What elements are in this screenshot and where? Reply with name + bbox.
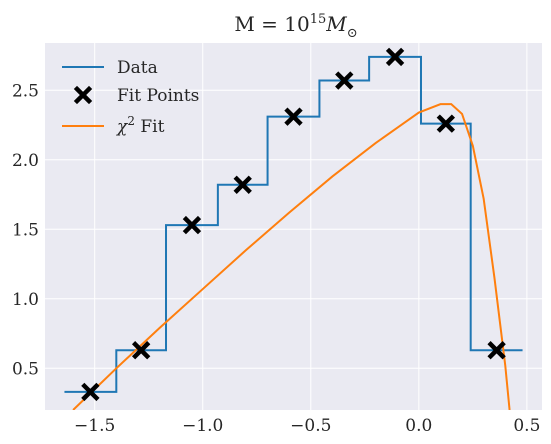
fit-point-marker — [335, 71, 354, 90]
x-tick-label: 0.5 — [513, 416, 540, 436]
y-tick-label: 2.0 — [12, 151, 39, 171]
tick-labels: −1.5 −1.0 −0.5 0.0 0.5 0.5 1.0 1.5 2.0 2.5 — [12, 81, 540, 436]
legend-data-label: Data — [117, 58, 158, 78]
x-tick-label: 0.0 — [405, 416, 432, 436]
legend-chi2-label: χ2 Fit — [116, 114, 165, 137]
title-mass-symbol: M — [325, 12, 347, 36]
title-exponent: 15 — [310, 12, 327, 27]
series-layer — [64, 47, 523, 410]
x-tick-label: −0.5 — [290, 416, 331, 436]
y-tick-label: 0.5 — [12, 359, 39, 379]
legend-fit-points-label: Fit Points — [117, 86, 199, 106]
fit-point-marker — [182, 215, 202, 235]
y-tick-label: 1.5 — [12, 220, 39, 240]
legend-chi2-exponent: 2 — [127, 114, 135, 128]
y-tick-label: 1.0 — [12, 290, 39, 310]
fit-point-marker — [131, 341, 151, 360]
legend: Data Fit Points χ2 Fit — [62, 58, 199, 137]
fit-point-marker — [385, 47, 405, 67]
fit-point-marker — [81, 382, 100, 402]
grid — [45, 43, 542, 410]
chi2-fit-line — [72, 103, 511, 410]
fit-point-marker — [436, 114, 456, 133]
legend-chi2-suffix: Fit — [135, 117, 165, 137]
y-tick-label: 2.5 — [12, 81, 39, 101]
fit-point-marker — [233, 175, 252, 194]
legend-chi2-symbol: χ — [116, 117, 129, 137]
title-prefix: M = 10 — [234, 12, 309, 36]
plot-background — [45, 43, 542, 410]
x-tick-label: −1.5 — [74, 416, 115, 436]
fit-point-marker — [284, 107, 303, 126]
chart-title: M = 1015M⊙ — [234, 12, 357, 41]
legend-fit-points-marker — [73, 85, 93, 105]
title-sun-subscript: ⊙ — [347, 26, 358, 41]
x-tick-label: −1.0 — [182, 416, 223, 436]
fit-point-marker — [487, 341, 506, 360]
